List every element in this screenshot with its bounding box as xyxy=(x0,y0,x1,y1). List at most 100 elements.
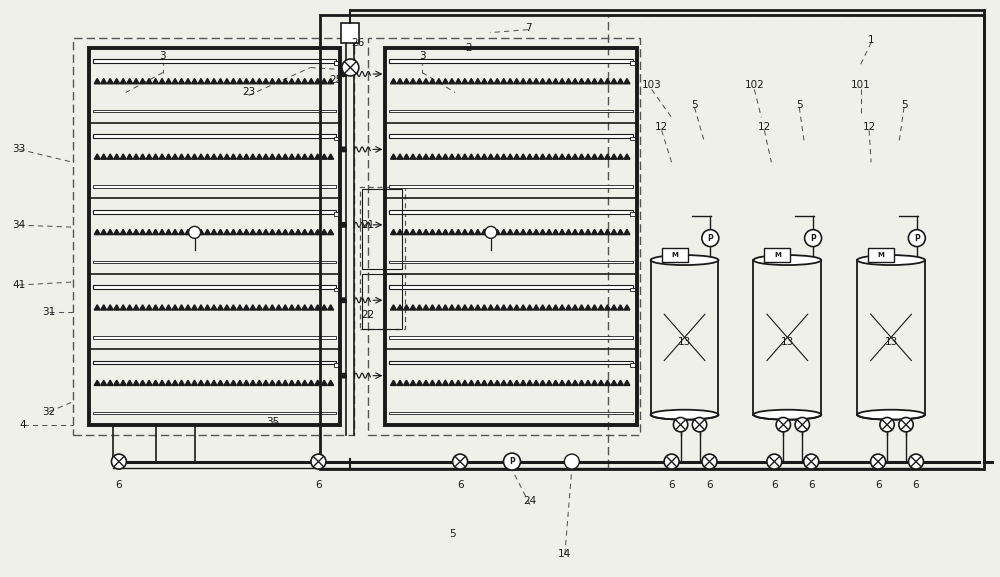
Text: 21: 21 xyxy=(362,220,375,230)
Bar xyxy=(93,411,336,414)
Polygon shape xyxy=(617,229,623,235)
Polygon shape xyxy=(585,380,591,385)
Polygon shape xyxy=(540,154,546,159)
Polygon shape xyxy=(488,78,494,84)
Polygon shape xyxy=(507,380,513,385)
Polygon shape xyxy=(198,229,204,235)
Polygon shape xyxy=(527,154,533,159)
Polygon shape xyxy=(566,229,572,235)
Circle shape xyxy=(804,454,819,469)
Bar xyxy=(93,134,336,138)
Polygon shape xyxy=(475,229,481,235)
Text: 34: 34 xyxy=(13,220,26,230)
Polygon shape xyxy=(527,229,533,235)
Polygon shape xyxy=(101,380,107,385)
Text: M: M xyxy=(878,252,885,257)
Polygon shape xyxy=(166,229,172,235)
Polygon shape xyxy=(289,78,295,84)
Polygon shape xyxy=(540,78,546,84)
Text: 13: 13 xyxy=(781,337,794,347)
Polygon shape xyxy=(243,154,249,159)
Polygon shape xyxy=(230,305,236,310)
Polygon shape xyxy=(462,305,468,310)
Text: 35: 35 xyxy=(266,417,279,426)
Polygon shape xyxy=(243,78,249,84)
Polygon shape xyxy=(468,154,474,159)
Text: 26: 26 xyxy=(352,38,365,47)
Polygon shape xyxy=(94,78,100,84)
Polygon shape xyxy=(611,229,617,235)
Polygon shape xyxy=(308,305,314,310)
Ellipse shape xyxy=(857,255,925,265)
Polygon shape xyxy=(429,229,435,235)
Circle shape xyxy=(767,454,782,469)
Polygon shape xyxy=(598,380,604,385)
Polygon shape xyxy=(191,305,197,310)
Polygon shape xyxy=(423,305,429,310)
Text: P: P xyxy=(509,457,515,466)
Polygon shape xyxy=(416,305,422,310)
Text: 12: 12 xyxy=(758,122,771,132)
Bar xyxy=(362,274,402,329)
Polygon shape xyxy=(315,154,321,159)
Circle shape xyxy=(702,230,719,246)
Text: 6: 6 xyxy=(457,479,463,489)
Polygon shape xyxy=(514,380,520,385)
Bar xyxy=(389,110,633,113)
Circle shape xyxy=(880,418,894,432)
Polygon shape xyxy=(436,305,442,310)
Polygon shape xyxy=(230,229,236,235)
Polygon shape xyxy=(308,380,314,385)
Polygon shape xyxy=(94,229,100,235)
Polygon shape xyxy=(598,229,604,235)
Polygon shape xyxy=(442,380,448,385)
Polygon shape xyxy=(185,380,191,385)
Polygon shape xyxy=(436,380,442,385)
Polygon shape xyxy=(224,380,230,385)
Polygon shape xyxy=(114,78,120,84)
Polygon shape xyxy=(507,154,513,159)
Polygon shape xyxy=(256,380,262,385)
Polygon shape xyxy=(624,380,630,385)
Polygon shape xyxy=(397,229,403,235)
Circle shape xyxy=(909,454,923,469)
Bar xyxy=(630,212,635,216)
Text: M: M xyxy=(671,252,678,257)
Ellipse shape xyxy=(753,410,821,419)
Polygon shape xyxy=(592,154,598,159)
Polygon shape xyxy=(308,78,314,84)
Polygon shape xyxy=(533,305,539,310)
Polygon shape xyxy=(237,305,243,310)
Polygon shape xyxy=(468,305,474,310)
Polygon shape xyxy=(462,229,468,235)
Polygon shape xyxy=(120,229,126,235)
Polygon shape xyxy=(211,78,217,84)
Bar xyxy=(334,212,339,216)
Polygon shape xyxy=(501,229,507,235)
Polygon shape xyxy=(391,78,396,84)
Polygon shape xyxy=(276,229,282,235)
Polygon shape xyxy=(579,78,585,84)
Polygon shape xyxy=(501,154,507,159)
Polygon shape xyxy=(475,305,481,310)
Text: 6: 6 xyxy=(771,479,778,489)
Text: 102: 102 xyxy=(745,80,764,91)
Polygon shape xyxy=(579,154,585,159)
Text: 12: 12 xyxy=(655,122,668,132)
Polygon shape xyxy=(295,380,301,385)
Polygon shape xyxy=(410,380,416,385)
Polygon shape xyxy=(391,305,396,310)
Polygon shape xyxy=(289,154,295,159)
Bar xyxy=(608,14,984,469)
Polygon shape xyxy=(263,305,269,310)
Polygon shape xyxy=(507,229,513,235)
Polygon shape xyxy=(455,305,461,310)
Text: 6: 6 xyxy=(875,479,881,489)
Polygon shape xyxy=(302,305,308,310)
Polygon shape xyxy=(579,305,585,310)
Polygon shape xyxy=(217,78,223,84)
Polygon shape xyxy=(397,154,403,159)
Polygon shape xyxy=(159,305,165,310)
Text: 33: 33 xyxy=(13,144,26,154)
Polygon shape xyxy=(153,305,159,310)
